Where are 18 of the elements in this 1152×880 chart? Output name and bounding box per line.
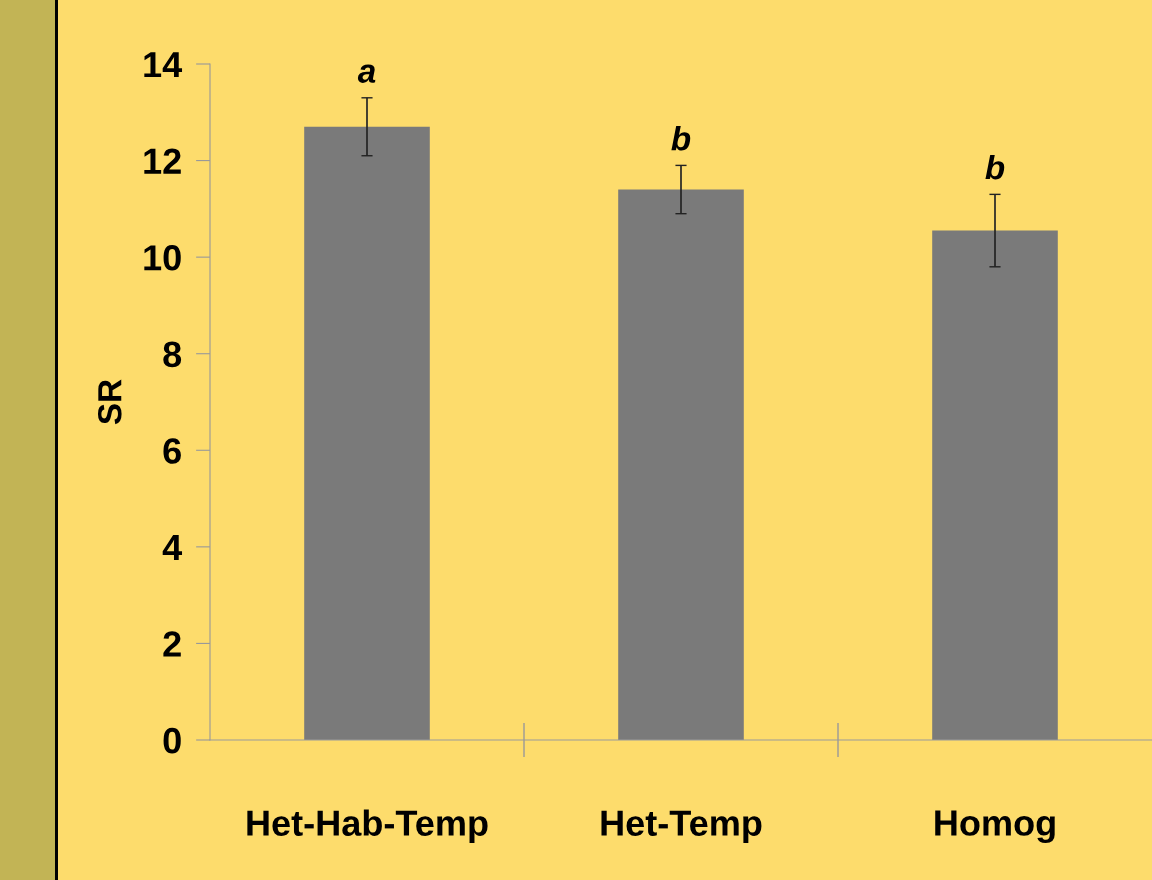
bar <box>618 189 744 740</box>
annotation: b <box>671 125 691 151</box>
y-tick-label: 6 <box>163 438 181 464</box>
y-tick-label: 8 <box>163 341 182 368</box>
y-tick-label: 12 <box>144 148 181 174</box>
y-tick-label: 0 <box>163 727 181 754</box>
bar <box>932 230 1058 740</box>
y-tick-label: 14 <box>144 52 183 78</box>
y-tick-label: 10 <box>144 245 181 271</box>
x-tick-label: Homog <box>935 810 1055 844</box>
annotation: a <box>357 64 376 83</box>
x-tick-label: Het-Temp <box>601 810 762 844</box>
bar <box>304 126 430 740</box>
x-tick-label: Het-Hab-Temp <box>247 809 488 844</box>
annotation: b <box>985 154 1005 180</box>
y-axis-title: SR <box>97 379 122 425</box>
y-tick-label: 2 <box>163 631 181 657</box>
y-tick-label: 4 <box>162 535 183 560</box>
